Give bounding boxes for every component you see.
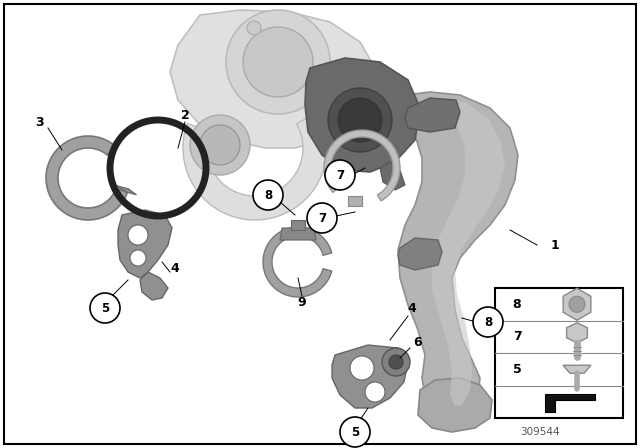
Polygon shape (324, 130, 400, 201)
Circle shape (350, 356, 374, 380)
Polygon shape (405, 98, 460, 132)
Polygon shape (140, 272, 168, 300)
Polygon shape (418, 378, 492, 432)
Polygon shape (305, 58, 420, 172)
Polygon shape (183, 112, 327, 220)
Circle shape (130, 250, 146, 266)
Circle shape (200, 125, 240, 165)
Polygon shape (432, 100, 505, 406)
Circle shape (328, 88, 392, 152)
Polygon shape (380, 162, 405, 190)
Text: 8: 8 (484, 315, 492, 328)
Polygon shape (117, 186, 136, 195)
Bar (291, 220, 305, 230)
Bar (348, 196, 362, 206)
Circle shape (226, 10, 330, 114)
Circle shape (340, 417, 370, 447)
Circle shape (569, 296, 585, 312)
Polygon shape (280, 228, 316, 240)
Circle shape (338, 98, 382, 142)
Circle shape (365, 382, 385, 402)
Text: 7: 7 (336, 168, 344, 181)
Text: 1: 1 (550, 238, 559, 251)
Text: 5: 5 (351, 426, 359, 439)
Circle shape (325, 160, 355, 190)
Text: 8: 8 (513, 298, 522, 311)
Polygon shape (170, 10, 375, 148)
Text: 3: 3 (36, 116, 44, 129)
Bar (495, 288, 623, 418)
Circle shape (247, 21, 261, 35)
Polygon shape (563, 365, 591, 373)
Polygon shape (566, 323, 588, 343)
Circle shape (382, 348, 410, 376)
Text: 309544: 309544 (520, 427, 560, 437)
Circle shape (243, 27, 313, 97)
Circle shape (128, 225, 148, 245)
Polygon shape (398, 238, 442, 270)
Text: 5: 5 (101, 302, 109, 314)
Text: 2: 2 (180, 108, 189, 121)
Polygon shape (46, 136, 127, 220)
Circle shape (190, 115, 250, 175)
Polygon shape (392, 92, 518, 412)
Circle shape (307, 203, 337, 233)
Polygon shape (545, 394, 595, 412)
Polygon shape (263, 227, 332, 297)
Text: 9: 9 (298, 296, 307, 309)
Circle shape (389, 355, 403, 369)
Polygon shape (332, 345, 408, 408)
Circle shape (253, 180, 283, 210)
Circle shape (473, 307, 503, 337)
Polygon shape (118, 210, 172, 278)
Text: 4: 4 (408, 302, 417, 314)
Text: 7: 7 (513, 330, 522, 343)
Text: 6: 6 (413, 336, 422, 349)
Text: 5: 5 (513, 363, 522, 376)
Text: 4: 4 (171, 262, 179, 275)
Polygon shape (563, 288, 591, 320)
Text: 7: 7 (318, 211, 326, 224)
Text: 8: 8 (264, 189, 272, 202)
Circle shape (90, 293, 120, 323)
